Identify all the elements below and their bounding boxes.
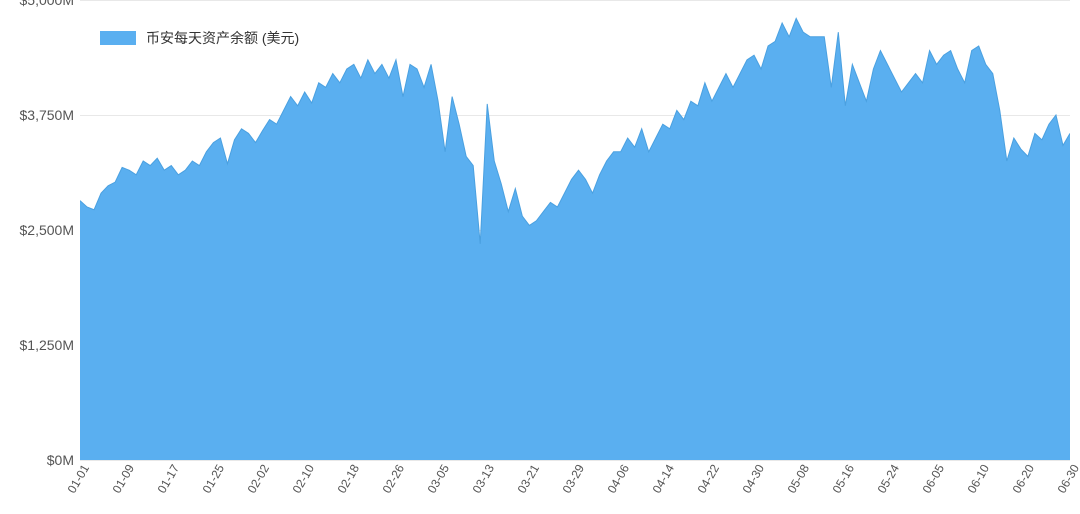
y-axis: $0M$1,250M$2,500M$3,750M$5,000M bbox=[0, 0, 80, 460]
x-tick-label: 05-16 bbox=[830, 462, 857, 496]
x-tick-label: 04-30 bbox=[740, 462, 767, 496]
x-tick-label: 03-05 bbox=[425, 462, 452, 496]
x-tick-label: 02-10 bbox=[290, 462, 317, 496]
x-tick-label: 06-30 bbox=[1055, 462, 1080, 496]
x-tick-label: 04-22 bbox=[695, 462, 722, 496]
plot-area bbox=[80, 0, 1070, 460]
x-tick-label: 06-20 bbox=[1010, 462, 1037, 496]
x-tick-label: 02-18 bbox=[335, 462, 362, 496]
x-tick-label: 03-29 bbox=[560, 462, 587, 496]
y-tick-label: $2,500M bbox=[20, 222, 74, 238]
legend-swatch bbox=[100, 31, 136, 45]
x-tick-label: 06-10 bbox=[965, 462, 992, 496]
x-tick-label: 02-02 bbox=[245, 462, 272, 496]
y-tick-label: $1,250M bbox=[20, 337, 74, 353]
x-tick-label: 01-17 bbox=[155, 462, 182, 496]
x-tick-label: 03-13 bbox=[470, 462, 497, 496]
y-tick-label: $0M bbox=[47, 452, 74, 468]
x-tick-label: 01-25 bbox=[200, 462, 227, 496]
y-tick-label: $5,000M bbox=[20, 0, 74, 8]
area-fill bbox=[80, 18, 1070, 460]
area-series bbox=[80, 0, 1070, 460]
x-tick-label: 04-06 bbox=[605, 462, 632, 496]
x-tick-label: 06-05 bbox=[920, 462, 947, 496]
legend: 币安每天资产余额 (美元) bbox=[100, 28, 299, 48]
x-tick-label: 01-09 bbox=[110, 462, 137, 496]
x-tick-label: 05-08 bbox=[785, 462, 812, 496]
x-tick-label: 03-21 bbox=[515, 462, 542, 496]
legend-label: 币安每天资产余额 (美元) bbox=[146, 28, 299, 48]
x-tick-label: 05-24 bbox=[875, 462, 902, 496]
x-tick-label: 02-26 bbox=[380, 462, 407, 496]
x-tick-label: 04-14 bbox=[650, 462, 677, 496]
y-tick-label: $3,750M bbox=[20, 107, 74, 123]
x-axis: 01-0101-0901-1701-2502-0202-1002-1802-26… bbox=[80, 462, 1070, 512]
area-chart: $0M $1,250M $2,500M $3,750M $5,000M 币安每天资产余额… bbox=[0, 0, 1080, 514]
